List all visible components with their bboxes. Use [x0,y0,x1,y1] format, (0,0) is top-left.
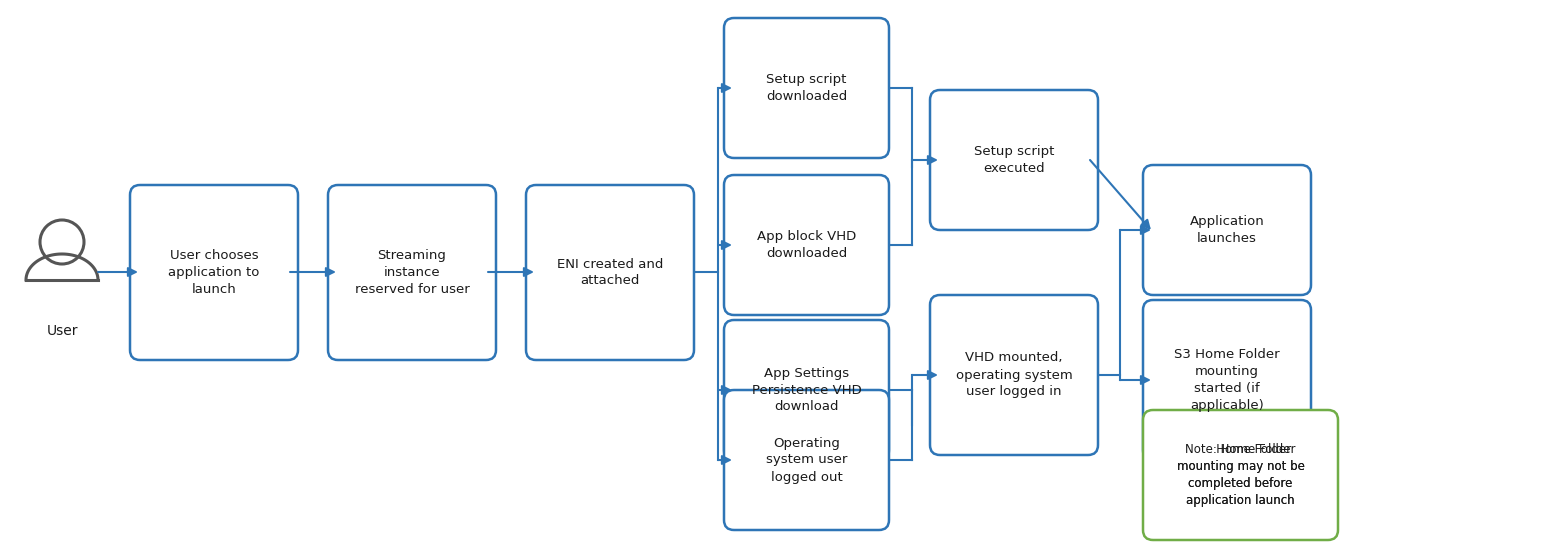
FancyBboxPatch shape [328,185,497,360]
FancyBboxPatch shape [930,90,1098,230]
Text: App Settings
Persistence VHD
download: App Settings Persistence VHD download [752,367,862,413]
Text: S3 Home Folder
mounting
started (if
applicable): S3 Home Folder mounting started (if appl… [1174,348,1279,412]
FancyBboxPatch shape [724,320,890,460]
Text: Setup script
executed: Setup script executed [973,145,1054,175]
Text: ENI created and
attached: ENI created and attached [557,257,664,288]
FancyBboxPatch shape [930,295,1098,455]
FancyBboxPatch shape [1143,165,1310,295]
Text: User: User [46,324,77,338]
FancyBboxPatch shape [1143,410,1338,540]
Text: Setup script
downloaded: Setup script downloaded [766,73,848,103]
FancyBboxPatch shape [526,185,695,360]
FancyBboxPatch shape [724,175,890,315]
FancyBboxPatch shape [724,18,890,158]
Text: Home Folder
mounting may not be
completed before
application launch: Home Folder mounting may not be complete… [1177,443,1304,507]
Text: App block VHD
downloaded: App block VHD downloaded [756,230,855,260]
Text: Operating
system user
logged out: Operating system user logged out [766,436,848,484]
FancyBboxPatch shape [724,390,890,530]
Text: Note: Home Folder
mounting may not be
completed before
application launch: Note: Home Folder mounting may not be co… [1177,443,1304,507]
Text: Application
launches: Application launches [1190,215,1264,245]
Text: VHD mounted,
operating system
user logged in: VHD mounted, operating system user logge… [956,351,1072,399]
Text: User chooses
application to
launch: User chooses application to launch [169,249,260,296]
Text: Streaming
instance
reserved for user: Streaming instance reserved for user [354,249,469,296]
FancyBboxPatch shape [130,185,299,360]
FancyBboxPatch shape [1143,300,1310,460]
